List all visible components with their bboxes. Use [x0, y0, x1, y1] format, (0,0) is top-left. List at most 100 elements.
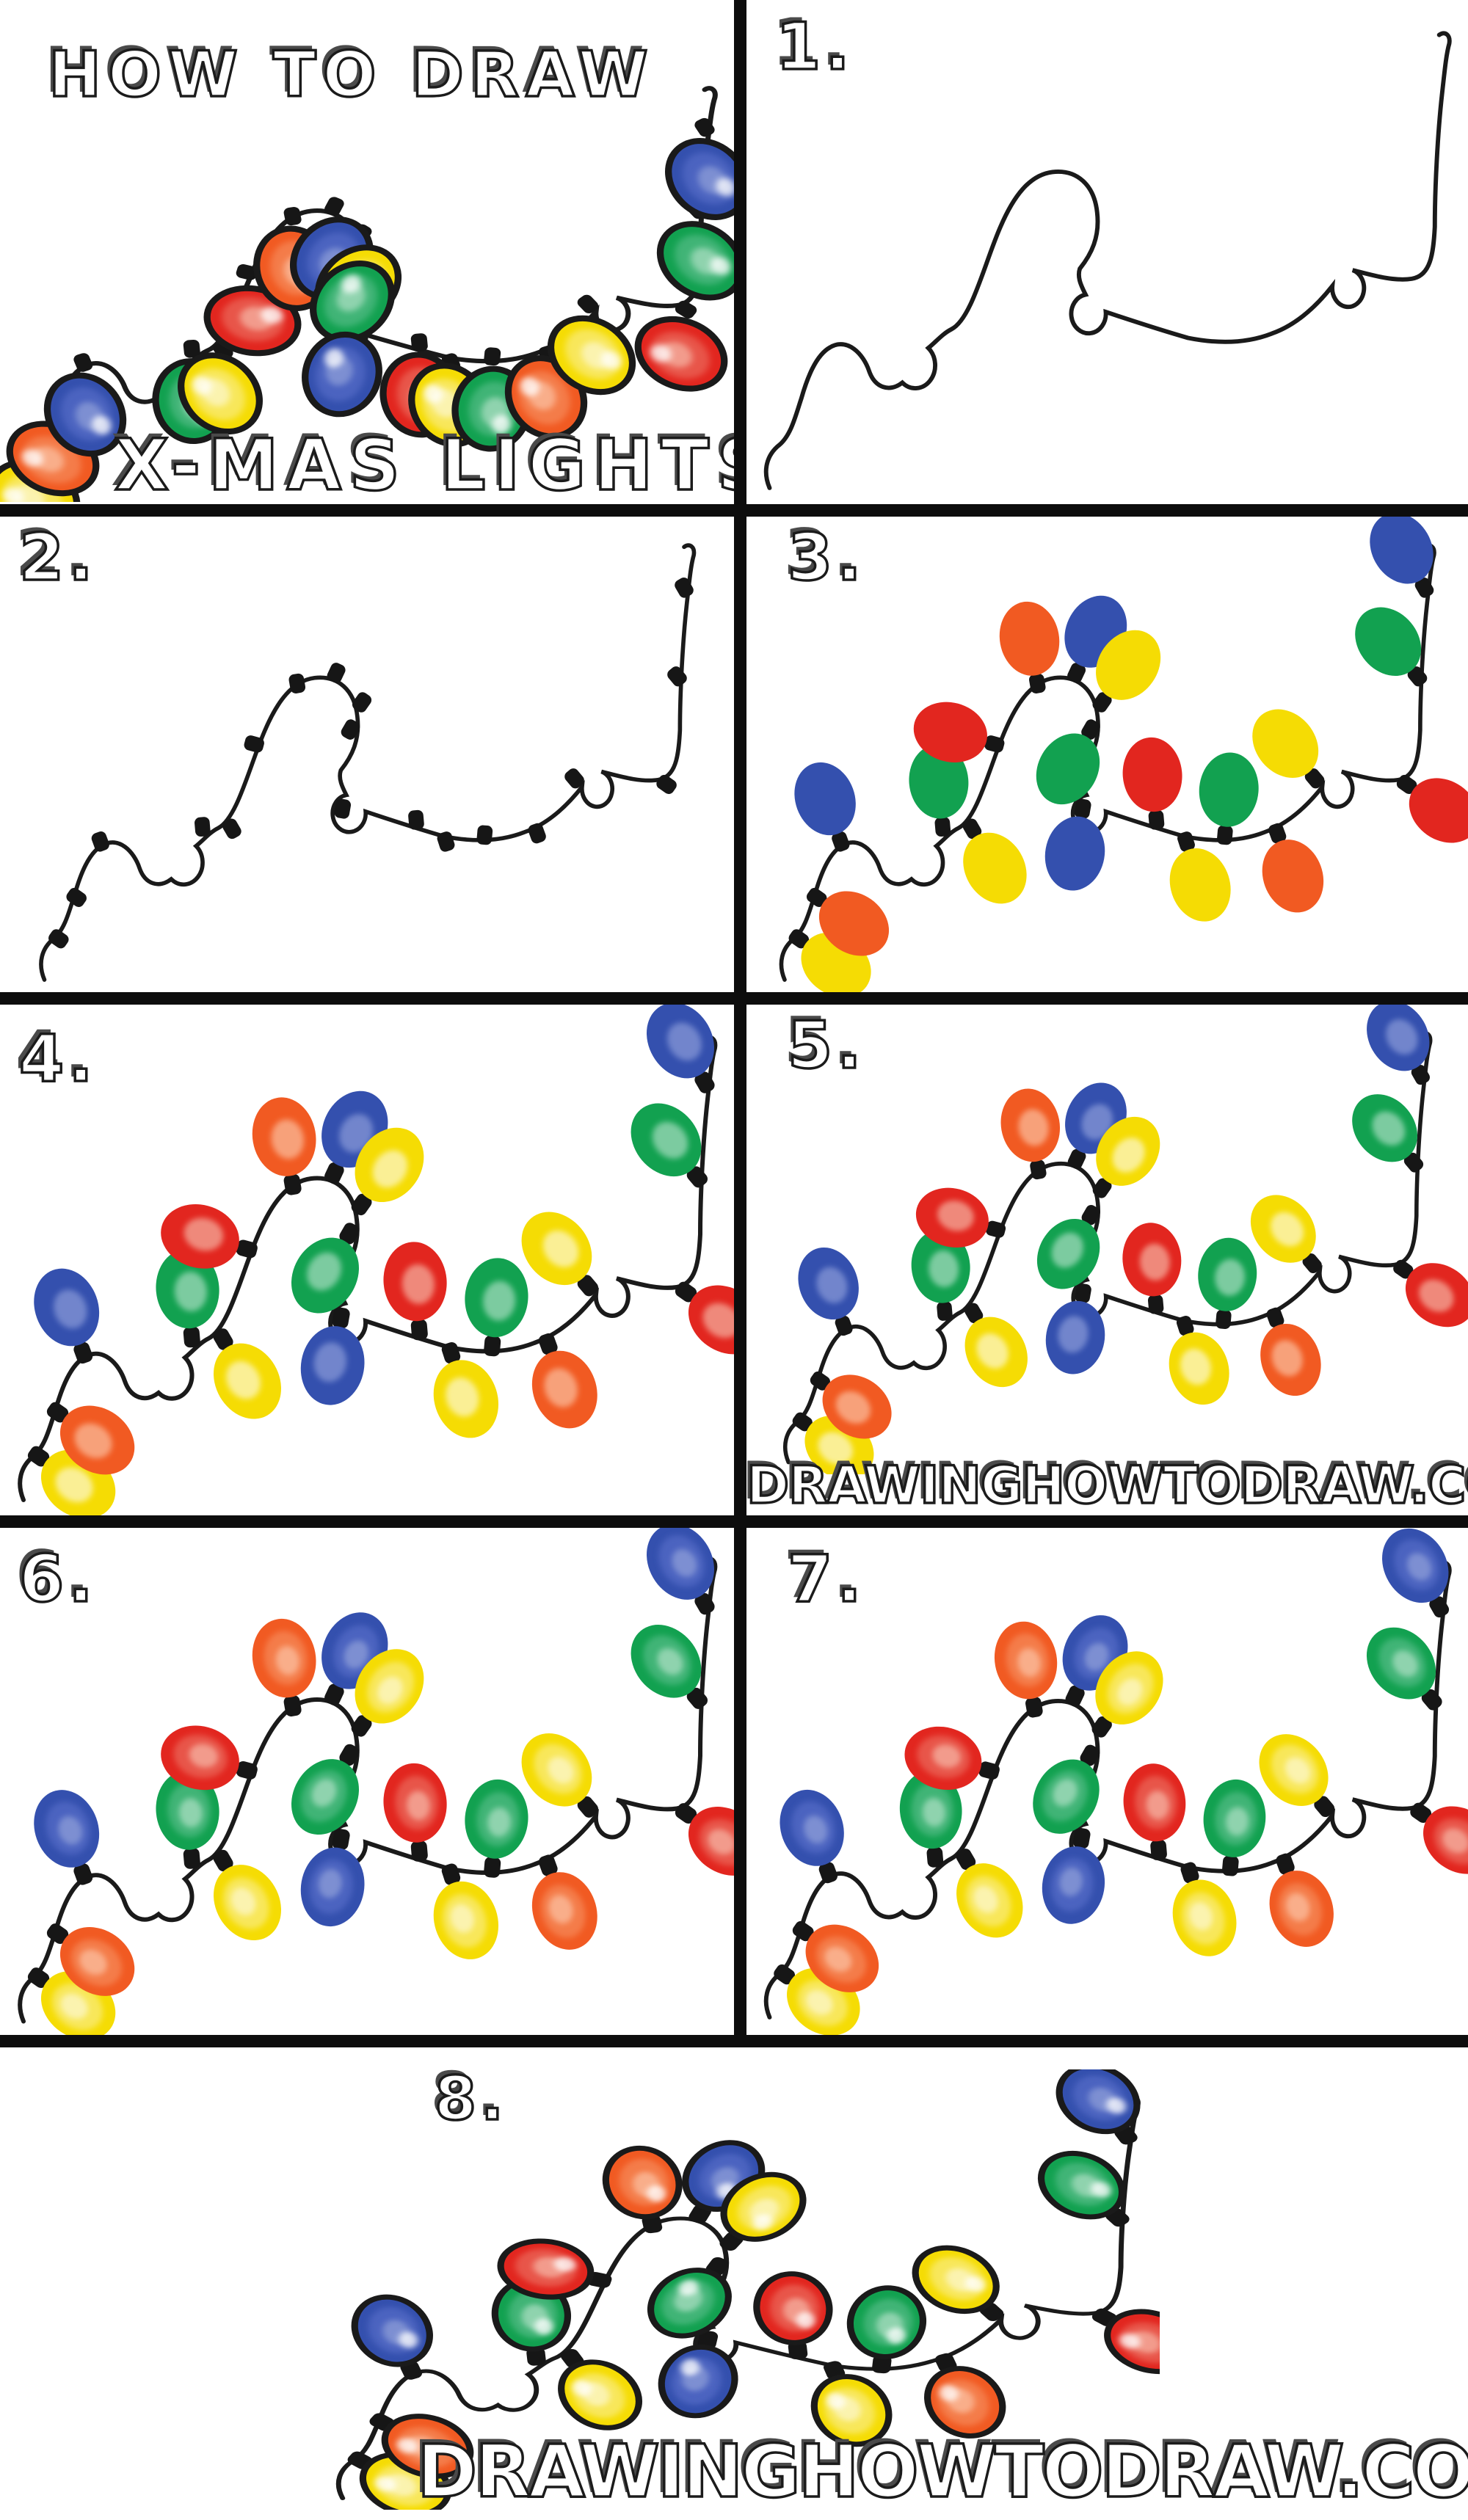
bulb-red — [904, 1726, 982, 1790]
bulb-socket — [324, 1683, 344, 1705]
bulb-blue — [798, 1247, 859, 1320]
bulb-socket — [183, 1326, 200, 1348]
bulb-yellow — [956, 1863, 1023, 1938]
bulb-red — [913, 702, 987, 762]
bulb-red — [688, 1807, 734, 1876]
bulb-socket — [1393, 1259, 1414, 1279]
bulb-socket — [538, 1854, 558, 1876]
bulb-socket — [792, 1412, 813, 1432]
bulb-green — [156, 1770, 219, 1850]
bulb-green — [1198, 1237, 1257, 1311]
xmas-lights-drawing — [18, 1528, 734, 2035]
bulb-socket — [183, 339, 200, 358]
bulb-yellow — [1250, 1195, 1316, 1263]
xmas-lights-drawing — [763, 31, 1452, 490]
bulb-blue — [658, 2344, 738, 2419]
bulb-yellow — [1169, 848, 1231, 922]
bulb-socket — [1396, 774, 1417, 794]
bulb-socket — [528, 823, 546, 844]
bulb-socket — [66, 887, 87, 908]
bulb-socket — [964, 1303, 984, 1323]
bulb-socket — [441, 1863, 461, 1885]
bulb-socket — [339, 1223, 360, 1245]
panel-step-6: 6. — [0, 1528, 734, 2035]
bulb-yellow — [1169, 1332, 1229, 1405]
bulb-blue — [43, 372, 127, 457]
step-number: 2. — [18, 520, 98, 595]
bulb-blue — [34, 1790, 100, 1868]
bulb-blue — [1367, 1005, 1430, 1071]
bulb-orange — [822, 1374, 892, 1439]
bulb-blue — [1055, 2069, 1141, 2135]
bulb-socket — [667, 666, 687, 687]
bulb-socket — [332, 1307, 350, 1329]
bulb-orange — [381, 2414, 474, 2479]
bulb-socket — [73, 1341, 93, 1364]
bulb-green — [1033, 1759, 1100, 1834]
divider-row-2 — [0, 992, 1468, 1005]
bulb-green — [1355, 607, 1422, 676]
bulb-green — [631, 1103, 702, 1177]
bulb-socket — [1221, 1855, 1239, 1876]
bulb-socket — [1148, 809, 1165, 830]
bulb-socket — [1029, 673, 1046, 693]
bulb-orange — [1260, 1323, 1321, 1396]
bulb-red — [383, 1763, 447, 1843]
bulb-socket — [934, 817, 951, 837]
bulb-yellow — [355, 1127, 424, 1203]
site-watermark: DRAWINGHOWTODRAW.COM — [415, 2428, 1468, 2516]
bulb-socket — [926, 1846, 944, 1868]
bulb-orange — [531, 1350, 597, 1429]
light-string-wire — [39, 543, 697, 982]
divider-row-4 — [0, 2035, 1468, 2047]
bulb-socket — [1074, 798, 1091, 819]
bulb-socket — [986, 1220, 1006, 1238]
bulb-blue — [302, 331, 382, 418]
bulb-blue — [647, 1005, 714, 1079]
step-number: 1. — [774, 9, 854, 84]
bulb-yellow — [178, 352, 263, 435]
bulb-socket — [577, 1796, 599, 1818]
xmas-lights-drawing — [0, 86, 734, 502]
bulb-red — [1122, 1223, 1182, 1297]
bulb-red — [1405, 1263, 1468, 1328]
bulb-socket — [697, 2331, 719, 2350]
step-number: 3. — [786, 520, 866, 595]
bulb-green — [1037, 2150, 1126, 2220]
bulb-blue — [1044, 816, 1105, 891]
bulb-socket — [1092, 692, 1112, 713]
bulb-orange — [1269, 1871, 1334, 1947]
bulb-socket — [283, 206, 302, 226]
bulb-socket — [1276, 1853, 1295, 1875]
bulb-socket — [334, 798, 352, 819]
bulb-blue — [794, 762, 856, 836]
bulb-orange — [602, 2145, 683, 2220]
bulb-green — [1203, 1779, 1266, 1857]
bulb-blue — [300, 1326, 365, 1405]
bulb-socket — [283, 1695, 302, 1717]
step-number: 4. — [18, 1021, 98, 1096]
bulb-socket — [577, 294, 599, 313]
bulb-red — [688, 1285, 734, 1355]
bulb-socket — [788, 2341, 808, 2360]
bulb-red — [161, 1725, 239, 1791]
bulb-socket — [872, 2355, 892, 2374]
bulb-green — [465, 1258, 528, 1338]
bulb-socket — [694, 1592, 715, 1615]
bulb-orange — [531, 1872, 597, 1950]
bulb-red — [1123, 1763, 1186, 1842]
bulb-green — [899, 1771, 962, 1849]
bulb-socket — [1065, 1685, 1085, 1707]
bulb-socket — [410, 333, 428, 352]
bulb-socket — [46, 1402, 69, 1423]
light-string-wire — [763, 31, 1452, 490]
bulb-yellow — [521, 1212, 592, 1286]
bulb-socket — [441, 1341, 461, 1364]
bulb-red — [203, 285, 302, 357]
bulb-yellow — [558, 2359, 643, 2430]
light-string-wire — [782, 1030, 1433, 1465]
bulb-socket — [351, 1715, 372, 1737]
bulb-socket — [324, 1162, 344, 1184]
bulb-socket — [288, 673, 306, 693]
bulb-yellow — [912, 2245, 1000, 2315]
